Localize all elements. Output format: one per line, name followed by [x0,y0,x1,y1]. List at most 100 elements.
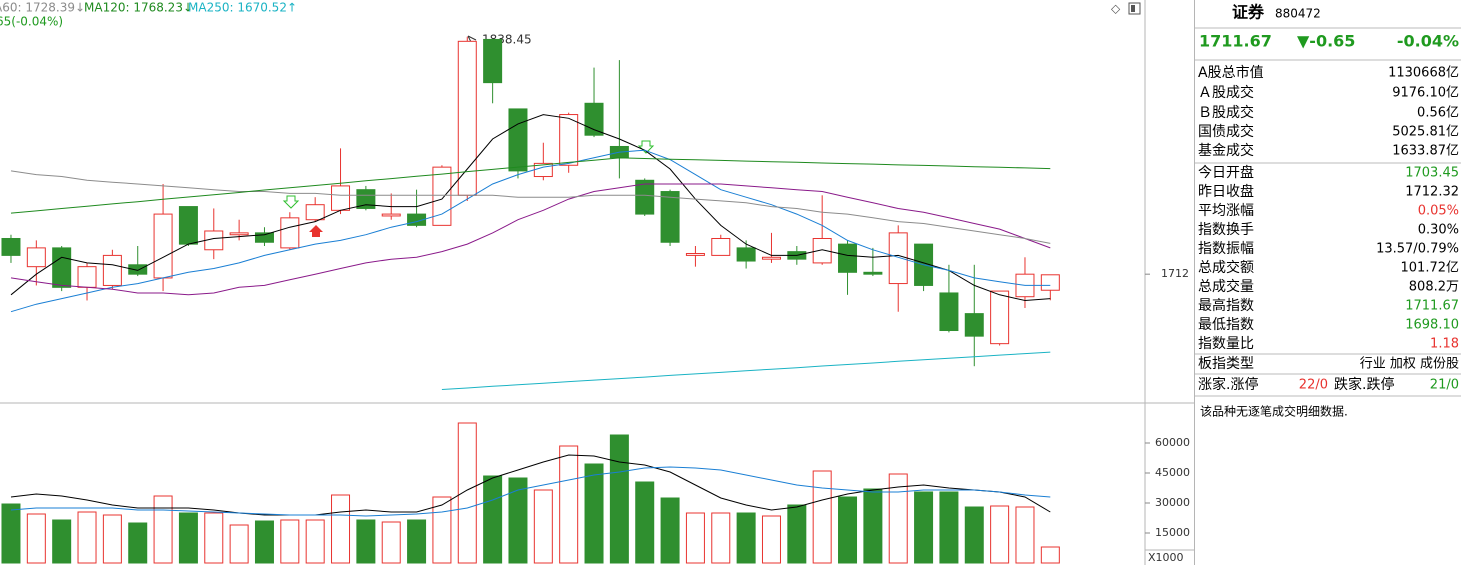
volume-bar [1,503,21,564]
volume-bar [863,488,883,564]
volume-bar [254,520,274,564]
candle-body [736,247,756,262]
volume-bar [153,495,173,564]
row-value: 行业 加权 成份股 [1360,356,1459,372]
volume-bar [660,497,680,564]
ma-line [10,454,1051,516]
signal-arrow [282,195,300,209]
row-label: 总成交量 [1198,278,1254,295]
candle-body [254,232,274,243]
row-label: 昨日收盘 [1198,183,1254,200]
row-label: 指数振幅 [1198,241,1254,257]
y-tick-label: 1712 [1161,267,1189,280]
legend-entry: MA120: 1768.23↓ [84,1,193,15]
row-value: 1633.87亿 [1392,144,1459,159]
ma-line [10,170,1051,244]
candle-body [660,191,680,243]
candle-body [711,237,731,256]
volume-bar [635,481,655,564]
candle-body [508,108,528,172]
icon [1131,5,1135,12]
volume-bar [483,475,503,564]
advance-label: 涨家.涨停 [1198,376,1258,393]
ma-line [10,149,1051,313]
candle-body [1,237,21,256]
row-value: 9176.10亿 [1392,86,1459,101]
row-label: 今日开盘 [1198,164,1254,181]
unit-label: X1000 [1148,551,1184,564]
volume-bar [812,470,832,564]
candle-body [432,166,452,226]
decline-label: 跌家.跌停 [1334,376,1394,393]
quote-name: 证券 [1232,3,1265,22]
row-label: 最高指数 [1198,297,1254,314]
icon[interactable]: ◇ [1111,2,1121,16]
row-value: 0.30% [1418,223,1459,238]
volume-bar [204,512,224,564]
row-value: 5025.81亿 [1392,125,1459,140]
quote-price: 1711.67 [1199,32,1272,51]
candle-body [685,253,705,256]
advance-value: 22/0 [1299,378,1328,393]
volume-bar [914,491,934,564]
candle-body [635,179,655,215]
row-value: 1703.45 [1405,166,1459,181]
candle-body [888,232,908,285]
volume-bar [711,512,731,564]
volume-bar [128,522,148,564]
volume-bar [305,519,325,564]
decline-value: 21/0 [1430,378,1459,393]
row-label: 指数量比 [1198,336,1254,352]
row-value: 1130668亿 [1388,66,1459,81]
candle-body [584,102,604,136]
candle-body [356,189,376,209]
row-label: 板指类型 [1198,356,1254,372]
candle-body [305,204,325,221]
candle-body [838,243,858,273]
icon[interactable] [1128,2,1141,15]
row-label: 平均涨幅 [1198,203,1254,219]
volume-bar [533,489,553,564]
row-value: 1.18 [1430,337,1459,352]
volume-bar [584,463,604,564]
volume-bar [1040,546,1060,564]
candle-body [26,247,46,268]
volume-bar [52,519,72,564]
ma-line [10,466,1051,517]
row-value: 1698.10 [1405,318,1459,333]
legend-entry: A60: 1728.39↓ [0,1,85,15]
candle-body [52,247,72,288]
row-label: 基金成交 [1198,142,1254,159]
volume-bar [888,473,908,564]
subtitle: 65(-0.04%) [0,15,63,29]
volume-bar [787,504,807,564]
candle-body [964,313,984,337]
candle-body [812,237,832,264]
quote-change-pct: -0.04% [1397,32,1459,51]
candle-body [1040,274,1060,291]
volume-bar [609,434,629,564]
volume-bar [280,519,300,564]
volume-bar [736,512,756,564]
candle-body [128,264,148,275]
ma-line [10,114,1051,302]
volume-bar [508,477,528,564]
row-value: 101.72亿 [1401,261,1460,276]
ma-line [441,351,1051,390]
note: 该品种无逐笔成交明细数据. [1200,404,1348,419]
row-label: 国债成交 [1198,123,1254,140]
candle-body [407,213,427,226]
y-tick-label: 30000 [1155,496,1190,509]
candle-body [229,232,249,236]
ma-line [10,183,1051,296]
volume-bar [761,515,781,564]
candle-body [102,254,122,286]
y-tick-label: 60000 [1155,436,1190,449]
candle-body [331,185,351,211]
candle-body [77,266,97,288]
quote-change: ▼-0.65 [1297,32,1355,51]
signal-arrow [309,225,323,237]
volume-bar [356,519,376,564]
